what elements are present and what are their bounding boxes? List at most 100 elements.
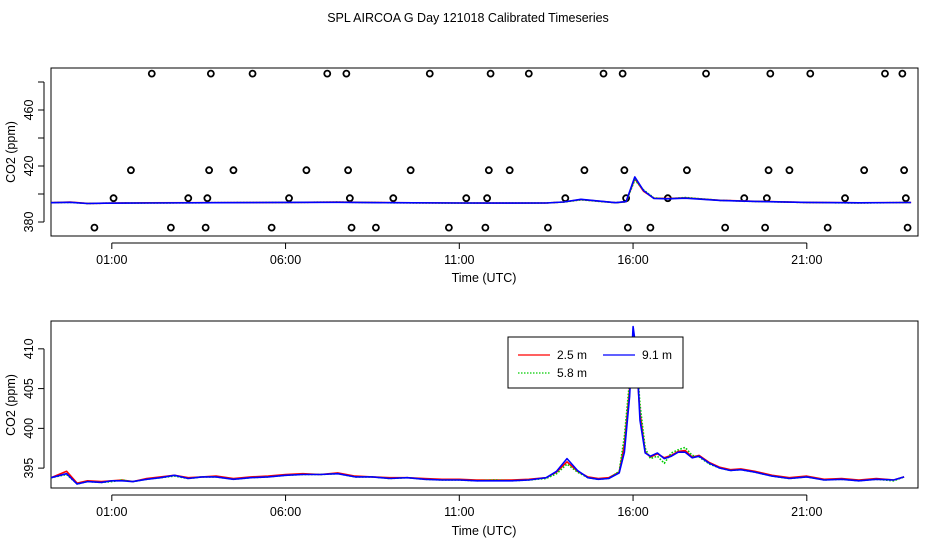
legend-label-2-5m: 2.5 m [557, 348, 587, 362]
scatter-point [623, 223, 632, 232]
scatter-point [764, 166, 773, 175]
scatter-point [903, 223, 912, 232]
x-tick-label: 16:00 [617, 253, 648, 267]
y-axis-label: CO2 (ppm) [4, 374, 18, 436]
series-lines [50, 176, 912, 205]
plot-frame [50, 67, 919, 237]
y-tick-label: 460 [22, 100, 36, 121]
scatter-point [785, 166, 794, 175]
legend: 2.5 m 5.8 m 9.1 m [507, 336, 684, 389]
scatter-point [620, 166, 629, 175]
scatter-point [127, 166, 135, 175]
panel-top: 01:00 06:00 11:00 16:00 21:00 380 420 460 Time… [4, 67, 919, 285]
scatter-point [342, 69, 351, 78]
scatter-point [229, 166, 238, 175]
y-tick-label: 380 [22, 212, 36, 233]
x-tick-label: 21:00 [791, 253, 822, 267]
scatter-point [505, 166, 514, 175]
scatter-point [166, 223, 175, 232]
scatter-point [580, 166, 589, 175]
scatter-point [201, 223, 210, 232]
scatter-point [881, 69, 889, 78]
scatter-point [285, 194, 293, 203]
x-axis: 01:00 06:00 11:00 16:00 21:00 [96, 242, 822, 267]
scatter-point [248, 69, 257, 78]
series-line-5-8-m [50, 348, 905, 485]
x-axis: 01:00 06:00 11:00 16:00 21:00 [96, 494, 822, 519]
x-tick-label: 21:00 [791, 505, 822, 519]
scatter-point [618, 69, 627, 78]
scatter-point [406, 166, 415, 175]
x-tick-label: 06:00 [270, 505, 301, 519]
scatter-point [683, 166, 691, 175]
y-tick-label: 410 [22, 338, 36, 359]
series-line-2-5-m [50, 177, 912, 205]
series-line-2-5-m [50, 340, 905, 484]
series-line-9-1-m [50, 176, 912, 205]
y-tick-label: 420 [22, 156, 36, 177]
scatter-point [599, 69, 608, 78]
series-lines [50, 325, 905, 485]
x-axis-label: Time (UTC) [452, 524, 517, 538]
scatter-point [900, 166, 909, 175]
legend-box [507, 336, 684, 389]
scatter-point [147, 69, 156, 78]
scatter-point [761, 223, 770, 232]
scatter-point [347, 223, 356, 232]
scatter-point [323, 69, 332, 78]
scatter-point [481, 223, 490, 232]
scatter-point [524, 69, 533, 78]
legend-label-9-1m: 9.1 m [642, 348, 672, 362]
plot-frame [50, 320, 919, 489]
scatter-point [901, 194, 910, 203]
scatter-point [345, 194, 354, 203]
scatter-point [389, 194, 398, 203]
x-tick-label: 01:00 [96, 505, 127, 519]
scatter-point [203, 194, 212, 203]
x-axis-label: Time (UTC) [452, 271, 517, 285]
y-tick-label: 400 [22, 418, 36, 439]
scatter-point [444, 223, 453, 232]
scatter-point [425, 69, 434, 78]
scatter-point [544, 223, 552, 232]
scatter-point [109, 194, 118, 203]
scatter-point [302, 166, 311, 175]
scatter-point [561, 194, 570, 203]
scatter-point [205, 166, 214, 175]
x-tick-label: 01:00 [96, 253, 127, 267]
panel-bottom: 01:00 06:00 11:00 16:00 21:00 395 400 405 410 T… [4, 320, 919, 538]
scatter-point [267, 223, 276, 232]
scatter-point [484, 166, 493, 175]
scatter-point [766, 69, 775, 78]
legend-label-5-8m: 5.8 m [557, 366, 587, 380]
x-tick-label: 11:00 [444, 253, 474, 267]
y-axis-label: CO2 (ppm) [4, 121, 18, 183]
scatter-point [721, 223, 730, 232]
scatter-point [646, 223, 655, 232]
scatter-point [898, 69, 907, 78]
scatter-point [90, 223, 99, 232]
scatter-point [841, 194, 849, 203]
x-tick-label: 16:00 [617, 505, 648, 519]
scatter-point [486, 69, 495, 78]
x-tick-label: 11:00 [444, 505, 474, 519]
series-line-9-1-m [50, 325, 905, 485]
scatter-point [702, 69, 710, 78]
scatter-point [860, 166, 869, 175]
scatter-point [483, 194, 492, 203]
series-line-5-8-m [50, 179, 912, 205]
scatter-point [372, 223, 380, 232]
scatter-point [806, 69, 815, 78]
scatter-point [823, 223, 832, 232]
y-tick-label: 405 [22, 378, 36, 399]
figure-title: SPL AIRCOA G Day 121018 Calibrated Times… [327, 11, 609, 25]
x-tick-label: 06:00 [270, 253, 301, 267]
scatter-point [206, 69, 215, 78]
y-axis: 395 400 405 410 [22, 338, 45, 479]
scatter-point [462, 194, 471, 203]
scatter-point [762, 194, 771, 203]
scatter-point [184, 194, 193, 203]
y-tick-label: 395 [22, 458, 36, 479]
scatter-point [344, 166, 353, 175]
